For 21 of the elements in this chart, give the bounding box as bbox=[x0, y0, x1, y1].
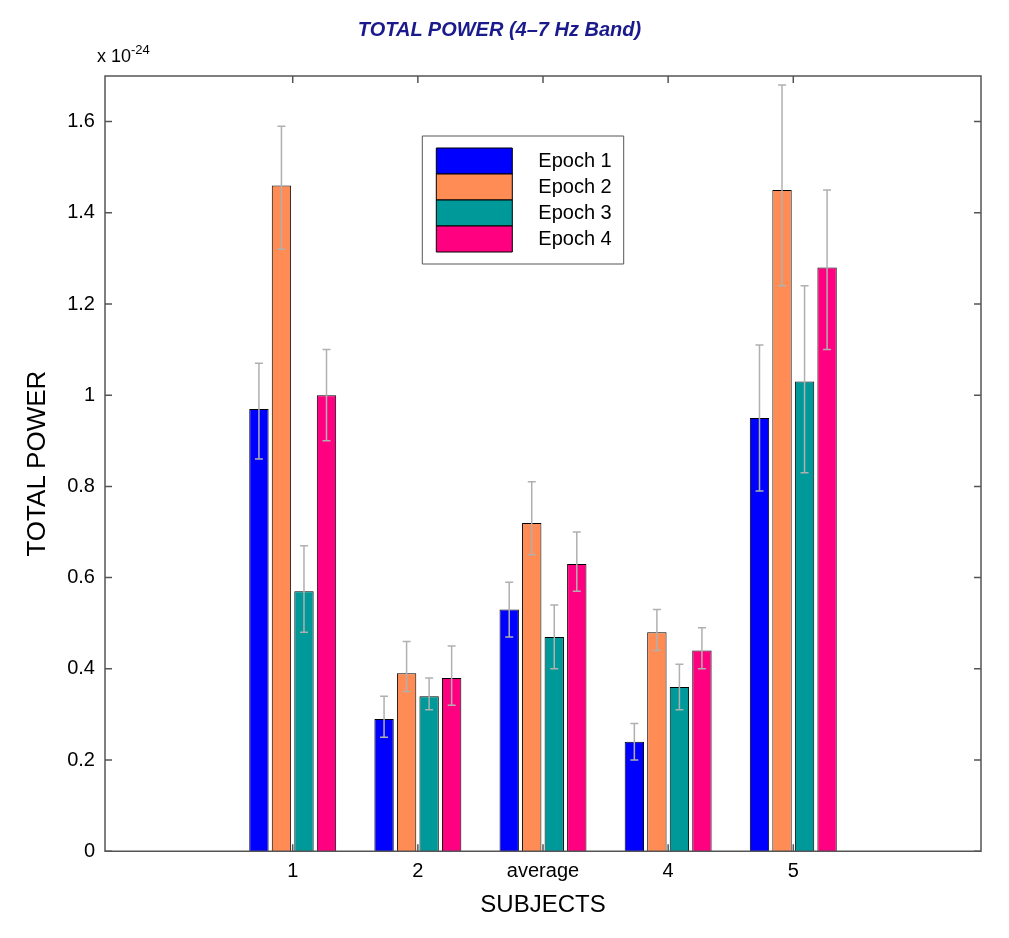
x-tick-label: 2 bbox=[412, 858, 424, 881]
x-tick-label: average bbox=[506, 858, 580, 881]
legend-label: Epoch 4 bbox=[538, 226, 612, 249]
legend-label: Epoch 2 bbox=[538, 174, 612, 197]
x-axis-title: SUBJECTS bbox=[480, 890, 606, 918]
legend-label: Epoch 3 bbox=[538, 200, 612, 223]
x-tick-label: 1 bbox=[287, 858, 299, 881]
y-tick-label: 1.2 bbox=[67, 291, 95, 314]
x-tick-label: 5 bbox=[787, 858, 799, 881]
y-tick-label: 0 bbox=[83, 838, 95, 861]
y-tick-label: 1 bbox=[83, 382, 95, 405]
x-tick-label: 4 bbox=[662, 858, 674, 881]
legend-label: Epoch 1 bbox=[538, 148, 612, 171]
y-tick-label: 0.4 bbox=[67, 656, 95, 679]
y-tick-label: 1.4 bbox=[67, 200, 95, 223]
y-tick-label: 1.6 bbox=[67, 109, 95, 132]
y-axis-title: TOTAL POWER bbox=[20, 370, 51, 557]
y-tick-label: 0.8 bbox=[67, 473, 95, 496]
y-tick-label: 0.6 bbox=[67, 565, 95, 588]
y-tick-label: 0.2 bbox=[67, 747, 95, 770]
chart-title: TOTAL POWER (4–7 Hz Band) bbox=[357, 17, 642, 40]
